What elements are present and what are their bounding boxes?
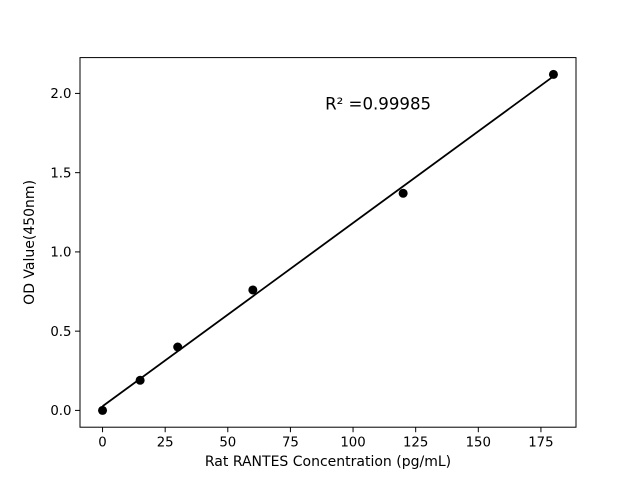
y-axis-tick-label: 2.0 xyxy=(50,87,71,102)
plot-frame xyxy=(79,57,577,428)
x-axis-tick-label: 150 xyxy=(466,436,491,451)
x-axis-label: Rat RANTES Concentration (pg/mL) xyxy=(205,454,451,470)
r-squared-annotation: R² =0.99985 xyxy=(325,94,431,113)
x-axis-tick-label: 25 xyxy=(157,436,174,451)
data-point xyxy=(398,188,408,198)
y-axis-tick-label: 1.5 xyxy=(50,166,71,181)
x-axis-tick-label: 0 xyxy=(98,436,106,451)
x-axis-tick-label: 175 xyxy=(528,436,553,451)
x-axis-tick-label: 100 xyxy=(340,436,365,451)
x-axis-tick-label: 50 xyxy=(219,436,236,451)
x-axis-tick-label: 75 xyxy=(282,436,299,451)
data-point xyxy=(248,285,258,295)
data-point xyxy=(98,405,108,415)
data-point xyxy=(548,69,558,79)
x-axis-tick-label: 125 xyxy=(403,436,428,451)
data-point xyxy=(173,342,183,352)
y-axis-tick-label: 1.0 xyxy=(50,246,71,261)
y-axis-tick-label: 0.0 xyxy=(50,404,71,419)
data-point xyxy=(135,375,145,385)
y-axis-tick-label: 0.5 xyxy=(50,325,71,340)
y-axis-label: OD Value(450nm) xyxy=(22,180,38,305)
